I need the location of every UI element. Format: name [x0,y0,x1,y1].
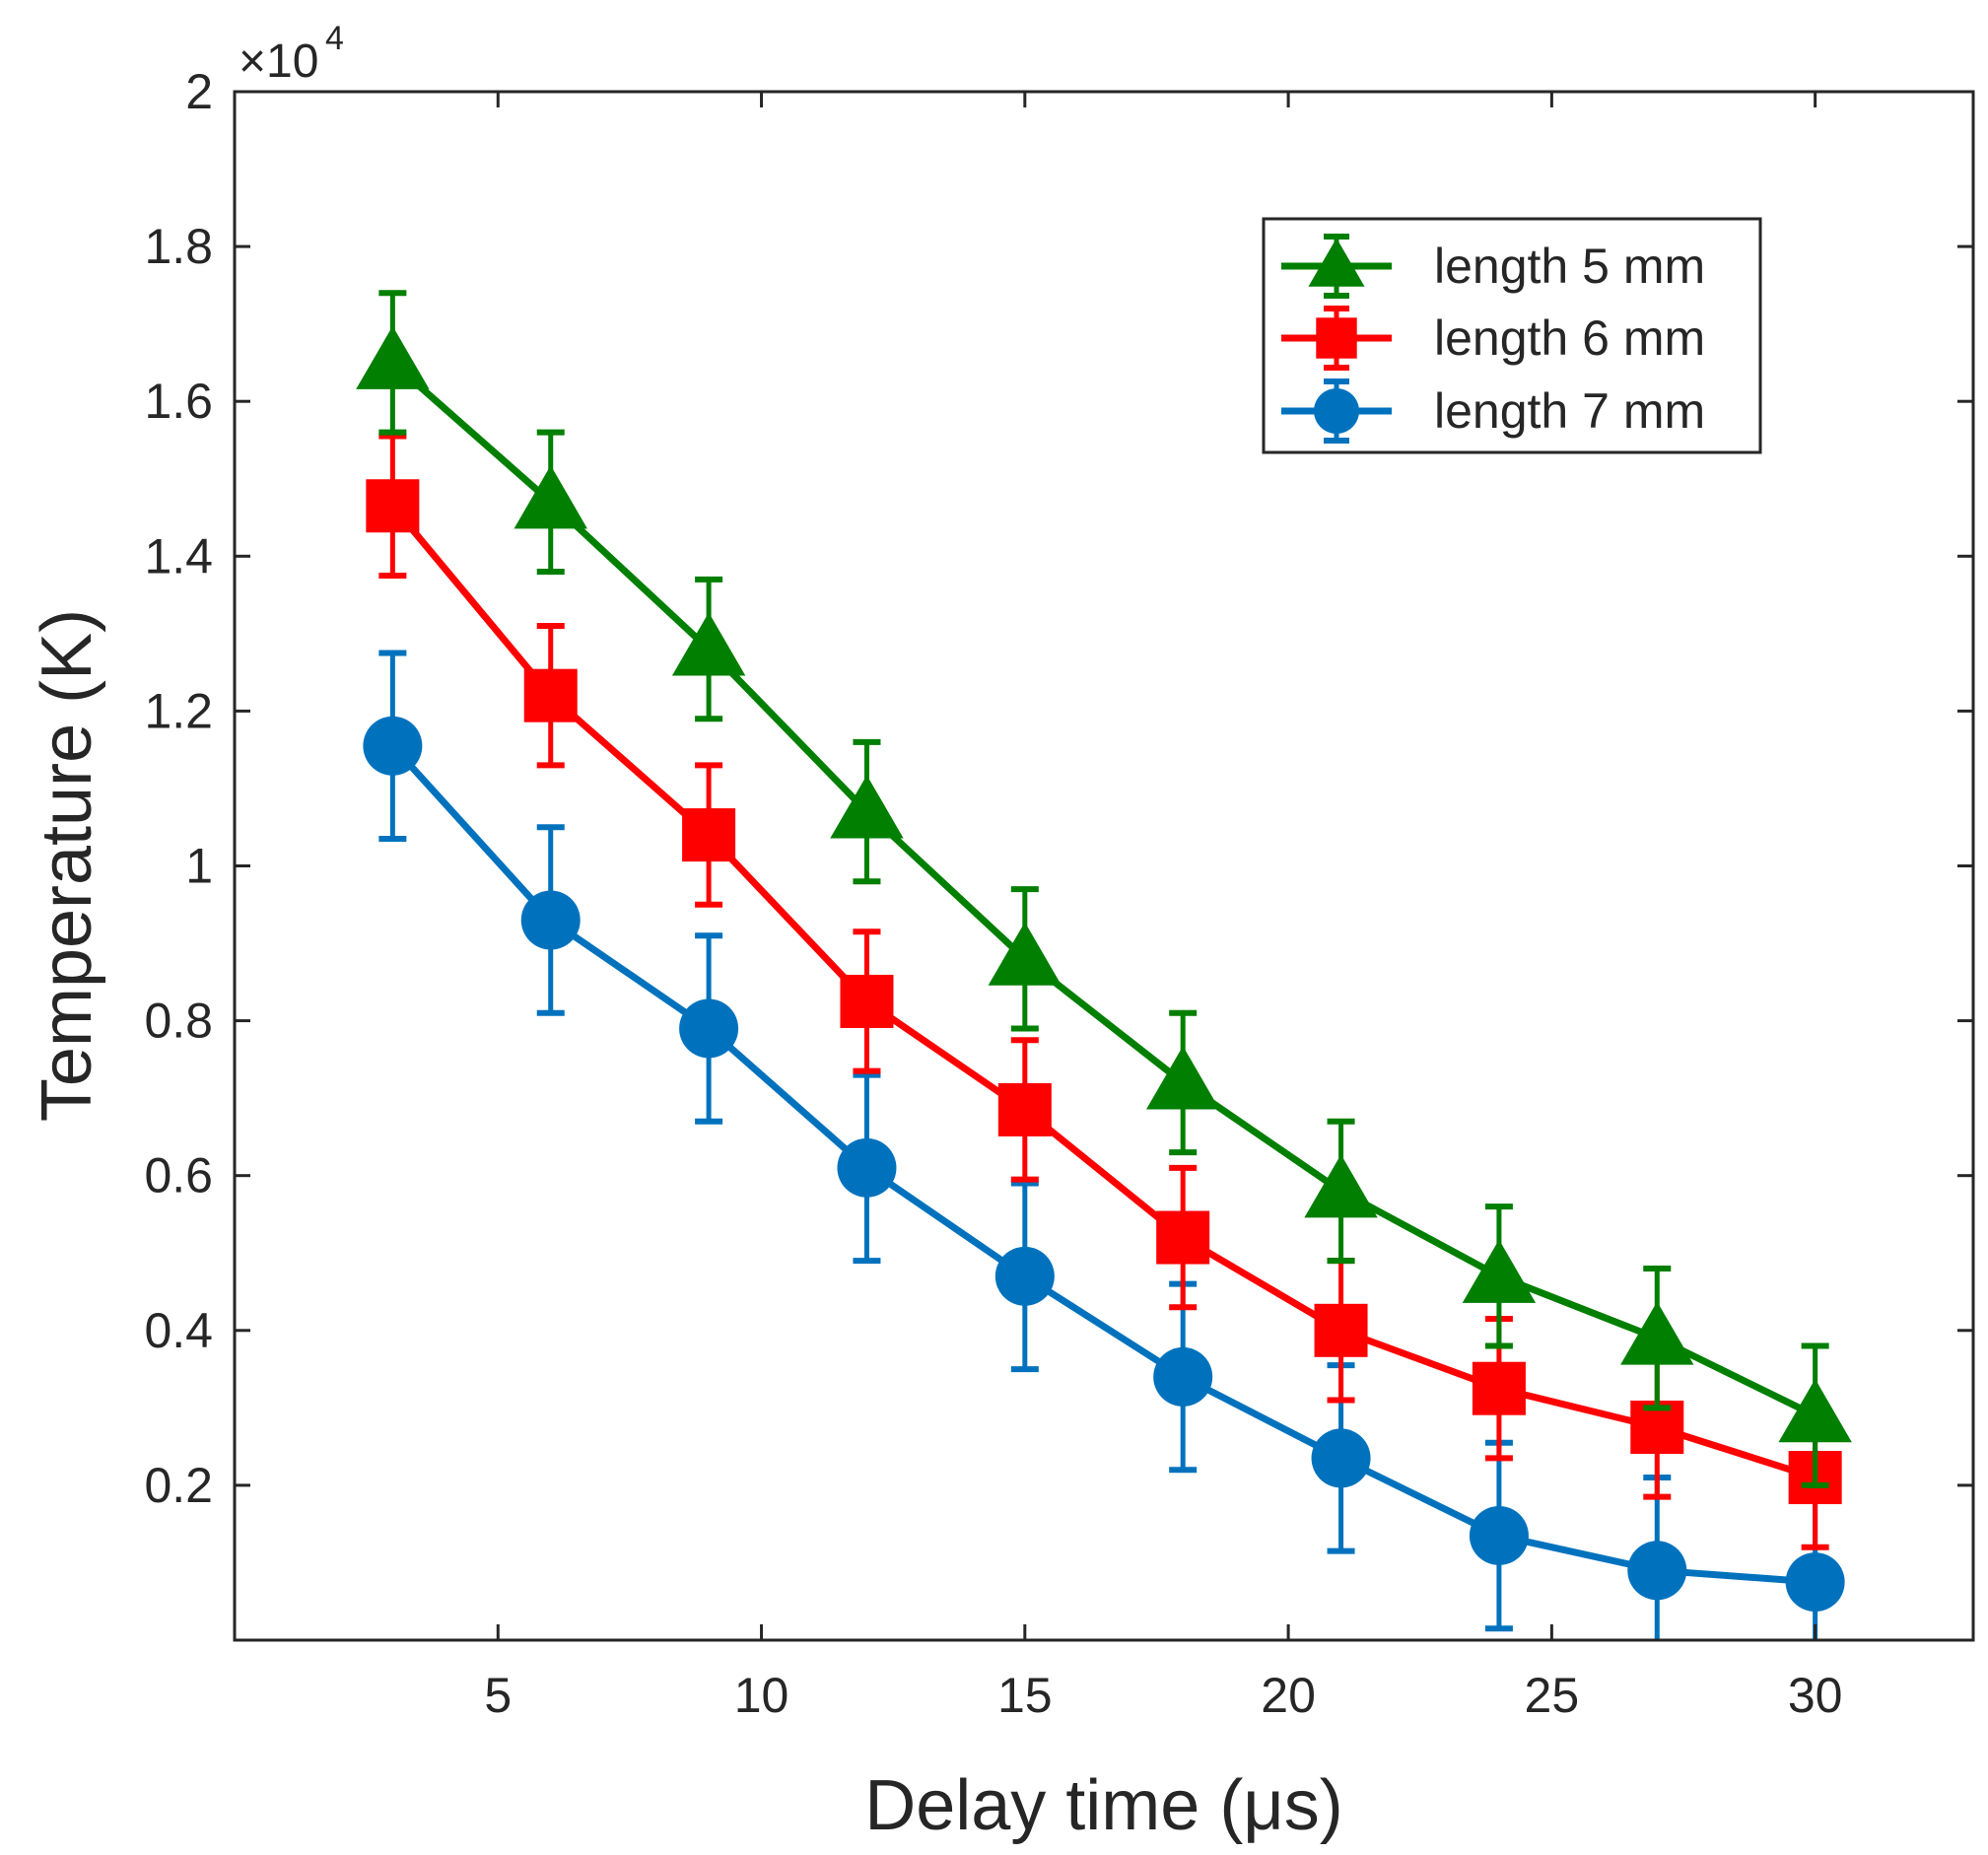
data-point [356,325,430,389]
data-point [1785,1552,1845,1613]
data-point [830,775,904,839]
axes-frame [233,90,1975,1642]
y-tick-label: 0.4 [144,1303,213,1358]
y-tick-label: 1.6 [144,374,213,429]
data-point [1311,1428,1371,1488]
y-axis-label: Temperature (K) [28,609,106,1122]
data-point [514,465,587,529]
x-tick-label: 20 [1261,1668,1316,1723]
series-circle [363,650,1845,1640]
data-point [1472,1361,1526,1415]
series-line [389,504,1817,1481]
axis-ticks: 5 10 15 20 25 30 0.2 0.4 0.6 0.8 1 1.2 1.4 1.6 1.8 2 [144,64,1973,1723]
data-point [523,668,578,722]
series-triangle [356,290,1852,1488]
series-square [366,433,1842,1550]
data-point [1627,1541,1687,1601]
y-tick-label: 1.8 [144,219,213,274]
y-tick-label: 1 [185,839,213,894]
data-point [682,808,736,862]
series-line [390,360,1817,1419]
legend-marker [1316,317,1357,359]
legend-marker [1308,238,1365,287]
legend-label: length 6 mm [1434,310,1705,366]
y-exponent-base: ×10 [239,35,318,88]
legend-item: length 7 mm [1281,378,1705,444]
legend-item: length 5 mm [1281,234,1705,299]
x-tick-label: 10 [734,1668,789,1723]
legend-item: length 6 mm [1281,306,1705,371]
data-point [679,998,739,1059]
y-tick-label: 0.8 [144,994,213,1049]
x-tick-label: 25 [1525,1668,1580,1723]
data-point [837,1137,897,1198]
data-point [1469,1505,1529,1565]
legend-label: length 5 mm [1434,239,1705,294]
y-tick-label: 1.2 [144,683,213,738]
x-tick-label: 15 [997,1668,1053,1723]
legend: length 5 mm length 6 mm length 7 mm [1262,217,1762,454]
data-point [1462,1239,1537,1303]
data-point [1304,1154,1378,1218]
data-point [1145,1046,1220,1110]
series-line [389,743,1816,1586]
y-tick-label: 0.2 [144,1458,213,1513]
data-point [1778,1379,1852,1443]
plot-area [356,290,1852,1640]
data-point [994,1246,1055,1306]
data-point [671,612,746,676]
legend-marker [1314,388,1359,434]
data-point [997,1082,1052,1136]
data-point [1620,1301,1694,1365]
data-point [840,974,894,1028]
x-tick-label: 5 [484,1668,512,1723]
data-point [1314,1303,1368,1357]
data-point [366,479,420,533]
y-tick-label: 2 [185,64,213,119]
data-point [1156,1210,1210,1265]
x-axis-label: Delay time (μs) [864,1766,1343,1845]
y-exponent-power: 4 [325,20,344,57]
data-point [1153,1346,1213,1407]
data-point [988,922,1063,986]
y-tick-label: 1.4 [144,528,213,584]
data-point [520,890,581,950]
x-tick-label: 30 [1788,1668,1843,1723]
legend-label: length 7 mm [1434,383,1705,439]
y-tick-label: 0.6 [144,1148,213,1203]
data-point [363,716,423,776]
